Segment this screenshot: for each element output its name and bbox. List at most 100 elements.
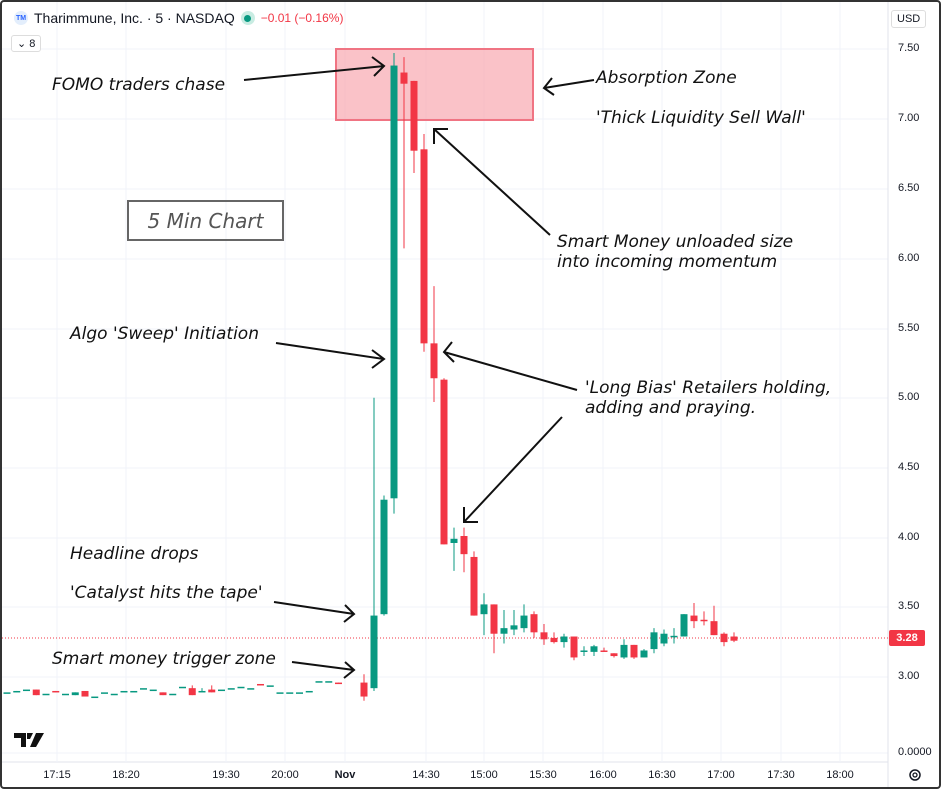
candle: [550, 632, 558, 644]
arrow-catalyst: [273, 601, 356, 623]
candle: [32, 689, 40, 696]
candle: [620, 639, 628, 659]
settings-gear-icon[interactable]: [908, 768, 922, 782]
chevron-down-icon: ⌄: [17, 38, 30, 50]
candle: [227, 688, 235, 690]
candle-body: [370, 615, 378, 689]
candle-body: [670, 635, 678, 638]
candle-body: [690, 615, 698, 622]
time-tick-label: 15:00: [470, 769, 498, 781]
candle-body: [140, 688, 147, 690]
time-tick-label: 20:00: [271, 769, 299, 781]
time-tick-label: 17:00: [707, 769, 735, 781]
candle: [710, 605, 718, 636]
candle-body: [305, 690, 313, 693]
candle-body: [110, 693, 118, 696]
candle: [470, 551, 478, 616]
candle: [510, 609, 518, 636]
candle-body: [13, 690, 21, 693]
candle-body: [3, 692, 11, 694]
candle: [530, 611, 538, 638]
candle-body: [630, 644, 638, 658]
candle: [23, 689, 30, 692]
candle-body: [650, 632, 658, 650]
candle: [159, 692, 167, 696]
price-tick-label: 3.50: [898, 600, 920, 612]
candle-body: [198, 690, 206, 693]
candle: [13, 690, 21, 693]
candle-body: [62, 693, 69, 696]
candle: [670, 628, 678, 644]
candle-body: [52, 690, 60, 693]
candle: [101, 692, 108, 694]
candle: [690, 603, 698, 629]
annotation-sell-wall: 'Thick Liquidity Sell Wall': [596, 108, 806, 128]
price-tick-label: 5.50: [898, 322, 920, 334]
symbol-title[interactable]: Tharimmune, Inc. · 5 · NASDAQ: [34, 10, 235, 26]
candle-body: [730, 636, 738, 641]
time-tick-label: 15:30: [529, 769, 557, 781]
annotation-long-bias-1: 'Long Bias' Retailers holding,: [585, 378, 832, 398]
price-tick-label: 7.50: [898, 42, 920, 54]
candle: [560, 633, 568, 648]
price-tick-label: 3.00: [898, 670, 920, 682]
market-status-icon: [240, 11, 255, 25]
indicators-toggle-button[interactable]: ⌄ 8: [11, 35, 42, 52]
candle: [296, 692, 303, 694]
candle-body: [550, 637, 558, 643]
candle: [315, 681, 323, 683]
candle: [410, 80, 418, 174]
indicators-count: 8: [29, 38, 36, 50]
candle-body: [237, 686, 245, 689]
candle-body: [218, 689, 225, 692]
candle: [42, 693, 50, 696]
tradingview-logo[interactable]: [14, 733, 46, 749]
candle: [480, 593, 488, 636]
absorption-zone: [335, 48, 534, 121]
candle: [360, 674, 368, 701]
candle: [430, 286, 438, 402]
candle-body: [430, 343, 438, 379]
candle: [218, 689, 225, 692]
candle: [720, 632, 728, 647]
candle: [400, 57, 408, 249]
candle: [640, 649, 648, 658]
candle: [660, 629, 668, 647]
arrow-smart-money: [433, 128, 551, 236]
candle: [335, 682, 342, 685]
price-tick-label: 4.50: [898, 461, 920, 473]
time-tick-label: 16:00: [589, 769, 617, 781]
candle: [71, 692, 79, 696]
candle-body: [71, 692, 79, 696]
candle-body: [470, 556, 478, 616]
price-tick-label: 5.00: [898, 391, 920, 403]
currency-button[interactable]: USD: [891, 10, 927, 28]
candle-body: [500, 628, 508, 634]
candle: [700, 611, 708, 626]
annotation-arrows: [243, 56, 595, 679]
candle: [680, 614, 688, 637]
price-change: −0.01 (−0.16%): [260, 11, 344, 25]
candle-body: [325, 681, 333, 683]
candle: [286, 692, 294, 694]
candle-body: [120, 690, 128, 693]
candle-body: [23, 689, 30, 692]
candle: [490, 604, 498, 654]
candle-body: [266, 685, 274, 687]
annotation-long-bias-2: adding and praying.: [585, 398, 757, 418]
candle-body: [580, 650, 588, 652]
annotation-smart-unload-1: Smart Money unloaded size: [557, 232, 794, 252]
candle-body: [188, 688, 196, 696]
candle: [52, 690, 60, 693]
candle: [3, 692, 11, 694]
candle: [208, 685, 216, 693]
candle: [91, 696, 99, 699]
candle-body: [440, 379, 448, 545]
candle: [257, 683, 264, 686]
candle: [198, 688, 206, 693]
candle: [630, 644, 638, 659]
candle-body: [590, 646, 598, 652]
symbol-header[interactable]: TM Tharimmune, Inc. · 5 · NASDAQ −0.01 (…: [14, 10, 343, 26]
